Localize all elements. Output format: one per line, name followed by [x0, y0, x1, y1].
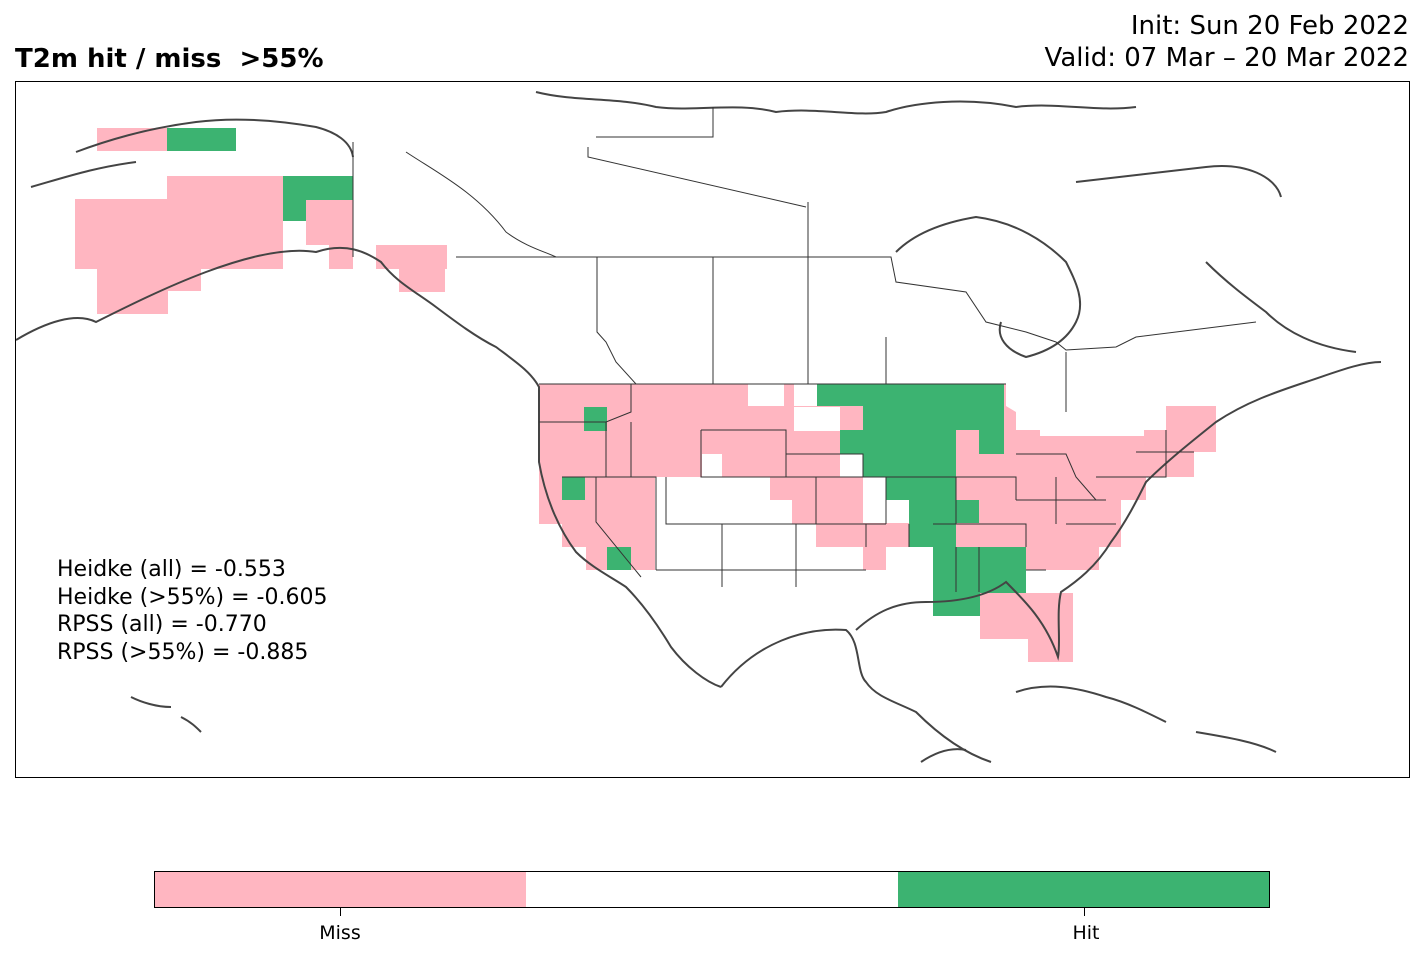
- colorbar-label-miss: Miss: [319, 922, 361, 944]
- date-info: Init: Sun 20 Feb 2022 Valid: 07 Mar – 20…: [1045, 10, 1409, 74]
- hit-cell: [979, 384, 1004, 454]
- colorbar: [154, 871, 1270, 908]
- hit-cell: [584, 407, 607, 431]
- coastlines: [16, 91, 1382, 763]
- hit-cell: [562, 477, 585, 500]
- colorbar-tick: [340, 908, 341, 916]
- miss-cell: [376, 245, 447, 269]
- valid-period: Valid: 07 Mar – 20 Mar 2022: [1044, 43, 1409, 73]
- miss-cell: [97, 128, 167, 151]
- hit-cell: [909, 500, 979, 523]
- colorbar-segment-neutral: [526, 872, 898, 907]
- hit-cell: [283, 176, 353, 200]
- miss-cell: [399, 269, 445, 292]
- hit-cell: [886, 477, 956, 500]
- conus-cells: [539, 384, 1216, 662]
- miss-cell: [167, 176, 283, 200]
- no-signal-cell: [840, 454, 863, 477]
- score-line: RPSS (>55%) = -0.885: [57, 639, 309, 665]
- miss-cell: [75, 199, 283, 269]
- no-signal-cell: [794, 407, 840, 431]
- map-panel: [15, 81, 1410, 778]
- score-box: Heidke (all) = -0.553 Heidke (>55%) = -0…: [57, 556, 327, 666]
- no-signal-cell: [748, 384, 784, 406]
- hit-cell: [167, 128, 236, 151]
- hit-cell: [817, 384, 863, 406]
- hit-cell: [909, 523, 956, 547]
- miss-cell: [306, 200, 353, 245]
- miss-cell: [97, 291, 168, 314]
- political-borders: [352, 107, 1257, 592]
- no-signal-cell: [886, 547, 933, 593]
- score-line: Heidke (all) = -0.553: [57, 557, 286, 582]
- colorbar-segment-hit: [897, 872, 1269, 907]
- colorbar-segment-miss: [155, 872, 527, 907]
- hit-cell: [863, 384, 979, 430]
- score-line: RPSS (all) = -0.770: [57, 612, 267, 637]
- colorbar-tick: [1084, 908, 1085, 916]
- score-line: Heidke (>55%) = -0.605: [57, 584, 328, 610]
- alaska-cells: [75, 128, 447, 314]
- colorbar-label-hit: Hit: [1072, 922, 1100, 944]
- hit-cell: [607, 547, 631, 570]
- chart-title: T2m hit / miss >55%: [15, 44, 324, 74]
- no-signal-cell: [794, 384, 817, 406]
- hit-cell: [863, 430, 956, 477]
- map-canvas: [16, 91, 1382, 763]
- init-date: Init: Sun 20 Feb 2022: [1130, 11, 1409, 41]
- hit-cell: [283, 200, 306, 221]
